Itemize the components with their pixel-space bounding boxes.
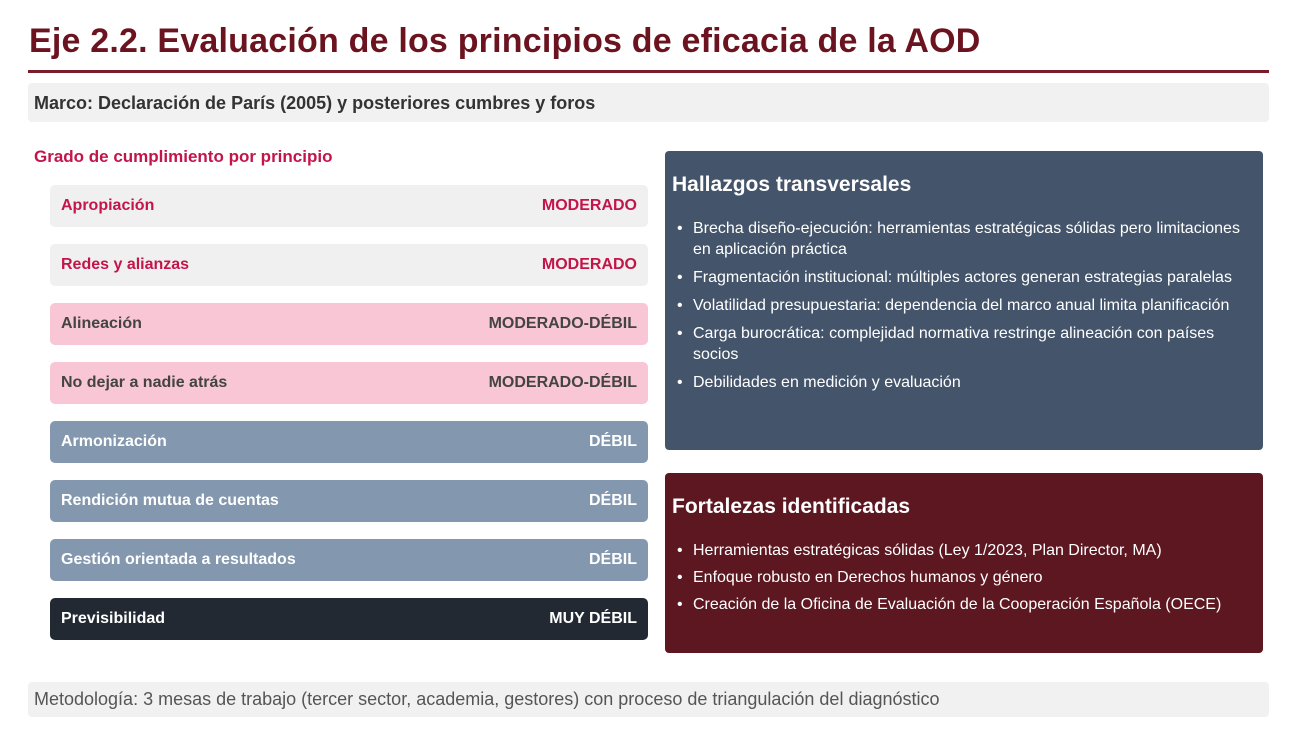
bullet-icon: • <box>677 374 683 391</box>
principle-row-alineacion: Alineación MODERADO-DÉBIL <box>50 303 648 345</box>
principle-row-no-dejar-atras: No dejar a nadie atrás MODERADO-DÉBIL <box>50 362 648 404</box>
strengths-panel: Fortalezas identificadas • Herramientas e… <box>665 473 1263 653</box>
slide-title: Eje 2.2. Evaluación de los principios de… <box>29 22 981 60</box>
principle-level: MODERADO-DÉBIL <box>488 374 637 391</box>
principle-name: Armonización <box>61 433 167 450</box>
strengths-title: Fortalezas identificadas <box>672 495 911 518</box>
principle-level: MODERADO <box>541 197 637 214</box>
principle-row-gestion-resultados: Gestión orientada a resultados DÉBIL <box>50 539 648 581</box>
principle-level: MODERADO <box>541 256 637 273</box>
list-item: • Herramientas estratégicas sólidas (Ley … <box>677 542 1162 559</box>
section-label: Grado de cumplimiento por principio <box>34 147 333 166</box>
strengths-list: • Herramientas estratégicas sólidas (Ley … <box>672 540 1253 615</box>
principle-level: DÉBIL <box>589 551 637 568</box>
principle-name: Alineación <box>61 315 142 332</box>
principle-row-apropiacion: Apropiación MODERADO <box>50 185 648 227</box>
principle-row-redes-alianzas: Redes y alianzas MODERADO <box>50 244 648 286</box>
list-item: • Creación de la Oficina de Evaluación de… <box>677 596 1222 613</box>
title-divider <box>28 70 1269 73</box>
principle-row-rendicion-cuentas: Rendición mutua de cuentas DÉBIL <box>50 480 648 522</box>
list-item: • Enfoque robusto en Derechos humanos y g… <box>677 569 1043 586</box>
principle-row-armonizacion: Armonización DÉBIL <box>50 421 648 463</box>
bullet-icon: • <box>677 569 683 586</box>
list-item: • Volatilidad presupuestaria: dependencia… <box>677 297 1230 314</box>
principle-name: Gestión orientada a resultados <box>61 551 296 568</box>
principle-name: Rendición mutua de cuentas <box>61 492 279 509</box>
bullet-icon: • <box>677 596 683 613</box>
principle-level: MODERADO-DÉBIL <box>488 315 637 332</box>
principle-name: No dejar a nadie atrás <box>61 374 228 391</box>
principle-name: Redes y alianzas <box>61 256 190 273</box>
principle-level: DÉBIL <box>589 492 637 509</box>
findings-title: Hallazgos transversales <box>672 173 912 196</box>
principle-name: Previsibilidad <box>61 610 166 627</box>
principle-level: MUY DÉBIL <box>549 610 637 627</box>
principle-level: DÉBIL <box>589 433 637 450</box>
bullet-icon: • <box>677 297 683 314</box>
list-item: • Brecha diseño-ejecución: herramientas e… <box>677 220 1240 258</box>
list-item: • Fragmentación institucional: múltiples … <box>677 269 1232 286</box>
bullet-icon: • <box>677 325 683 342</box>
list-item: • Debilidades en medición y evaluación <box>677 374 961 391</box>
list-item: • Carga burocrática: complejidad normativ… <box>677 325 1215 363</box>
principle-row-previsibilidad: Previsibilidad MUY DÉBIL <box>50 598 648 640</box>
methodology-footer: Metodología: 3 mesas de trabajo (tercer … <box>28 682 1269 717</box>
bullet-icon: • <box>677 542 683 559</box>
bullet-icon: • <box>677 269 683 286</box>
findings-list: • Brecha diseño-ejecución: herramientas e… <box>672 218 1253 393</box>
findings-panel: Hallazgos transversales • Brecha diseño-e… <box>665 151 1263 450</box>
bullet-icon: • <box>677 220 683 237</box>
framework-banner: Marco: Declaración de París (2005) y pos… <box>28 83 1269 122</box>
principle-name: Apropiación <box>61 197 155 214</box>
